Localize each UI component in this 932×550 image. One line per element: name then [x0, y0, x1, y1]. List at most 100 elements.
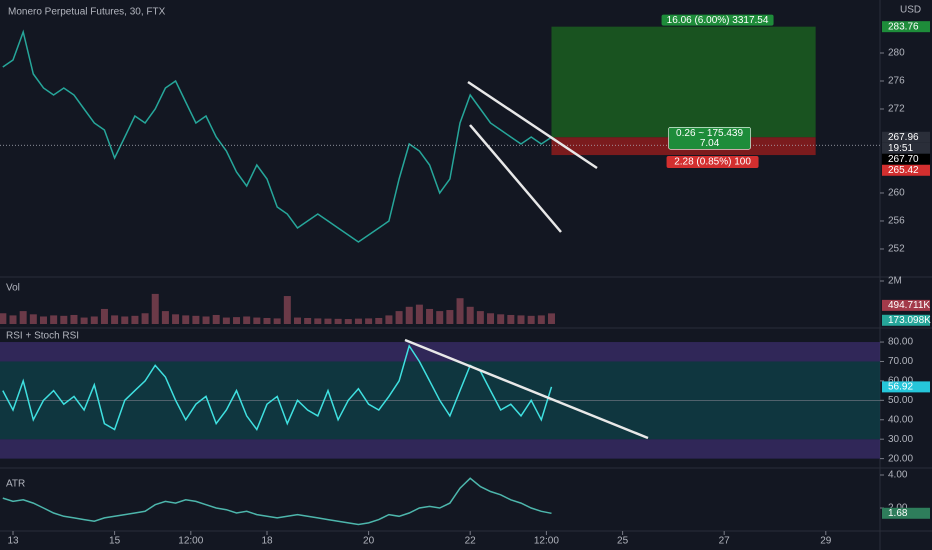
bar	[50, 315, 58, 325]
x-tick-label: 29	[820, 536, 832, 547]
y-tick-label: 20.00	[888, 453, 913, 464]
bar	[304, 317, 312, 325]
bar	[395, 311, 403, 325]
bar	[192, 315, 200, 325]
x-tick-label: 15	[109, 536, 121, 547]
axis-label-box	[882, 314, 930, 326]
y-tick-label: 256	[888, 216, 905, 227]
x-tick-label: 12:00	[534, 536, 559, 547]
bar	[476, 311, 484, 325]
bar	[243, 316, 251, 325]
y-tick-label: 2M	[888, 276, 902, 287]
label: 0.26 ~ 175.439	[676, 128, 743, 139]
y-tick-label: 276	[888, 76, 905, 87]
bar	[263, 317, 271, 325]
currency: USD	[900, 5, 921, 16]
bar	[415, 304, 423, 325]
pane-title: Vol	[6, 283, 20, 294]
axis-label: 267.70	[888, 154, 919, 165]
line	[2, 29, 552, 243]
axis-label-box	[882, 381, 930, 393]
line	[2, 477, 552, 526]
trend-line	[404, 338, 649, 440]
label: 2.28 (0.85%) 100	[674, 157, 751, 168]
y-tick-label: 4.00	[888, 470, 908, 481]
bar	[172, 314, 180, 325]
bar	[0, 313, 7, 325]
chart-layer: 252 256 260 272 276 280 2M 20.00 30.00 40.00 50.00…	[0, 14, 931, 547]
trend-line	[469, 124, 562, 233]
axis-label: 1.68	[888, 508, 908, 519]
bar	[283, 296, 291, 325]
bar	[151, 293, 159, 325]
axis-label: 494.711K	[888, 300, 930, 311]
label: 7.04	[700, 138, 720, 149]
bar	[487, 313, 495, 325]
bar	[222, 317, 230, 325]
bar	[354, 318, 362, 325]
x-tick-label: 25	[617, 536, 629, 547]
label-box	[661, 14, 774, 26]
bar	[212, 314, 220, 325]
bar	[29, 314, 37, 325]
bar	[446, 310, 454, 325]
pane-title: ATR	[6, 479, 25, 490]
bar	[182, 315, 190, 325]
bar	[9, 315, 17, 325]
bar	[202, 316, 210, 325]
profit-zone	[551, 26, 816, 138]
axis-label: 173.098K	[888, 315, 931, 326]
bar	[537, 315, 545, 325]
y-tick-label: 60.00	[888, 376, 913, 387]
axis-label: 267.96	[888, 132, 919, 143]
y-tick-label: 40.00	[888, 414, 913, 425]
bar	[293, 317, 301, 325]
bar	[324, 318, 332, 325]
axis-label-box	[882, 21, 930, 33]
x-tick-label: 18	[261, 536, 273, 547]
bar	[39, 316, 47, 325]
chart-title: Monero Perpetual Futures, 30, FTX	[8, 7, 166, 18]
bar	[385, 315, 393, 325]
bar	[273, 318, 281, 325]
bar	[60, 315, 68, 325]
line	[2, 344, 553, 432]
bar	[100, 308, 108, 325]
trend-line	[467, 80, 598, 170]
bar	[547, 313, 555, 325]
bar	[80, 317, 88, 325]
bar	[314, 318, 322, 325]
bar	[365, 318, 373, 325]
band	[0, 439, 880, 459]
x-tick-label: 20	[363, 536, 375, 547]
band	[0, 342, 880, 362]
bar	[344, 319, 352, 325]
y-tick-label: 80.00	[888, 337, 913, 348]
bar	[497, 314, 505, 325]
axis-label: 56.92	[888, 382, 913, 393]
axis-label: 283.76	[888, 21, 919, 32]
label-box	[666, 156, 759, 169]
bar	[111, 315, 119, 325]
axis-label-box	[882, 153, 930, 165]
bar	[90, 316, 98, 325]
bar	[466, 306, 474, 325]
bar	[161, 311, 169, 325]
axis-label-box	[882, 299, 930, 311]
bar	[233, 317, 241, 325]
x-tick-label: 22	[465, 536, 477, 547]
bar	[121, 316, 129, 325]
axis-label: 265.42	[888, 165, 919, 176]
y-tick-label: 280	[888, 48, 905, 59]
label-box	[668, 126, 751, 150]
y-tick-label: 50.00	[888, 395, 913, 406]
bar	[19, 311, 27, 325]
axis-label-box	[882, 142, 930, 154]
bar	[436, 311, 444, 325]
y-tick-label: 272	[888, 104, 905, 115]
bar	[527, 315, 535, 325]
bar	[253, 317, 261, 325]
bar	[70, 314, 78, 325]
x-tick-label: 13	[7, 536, 19, 547]
